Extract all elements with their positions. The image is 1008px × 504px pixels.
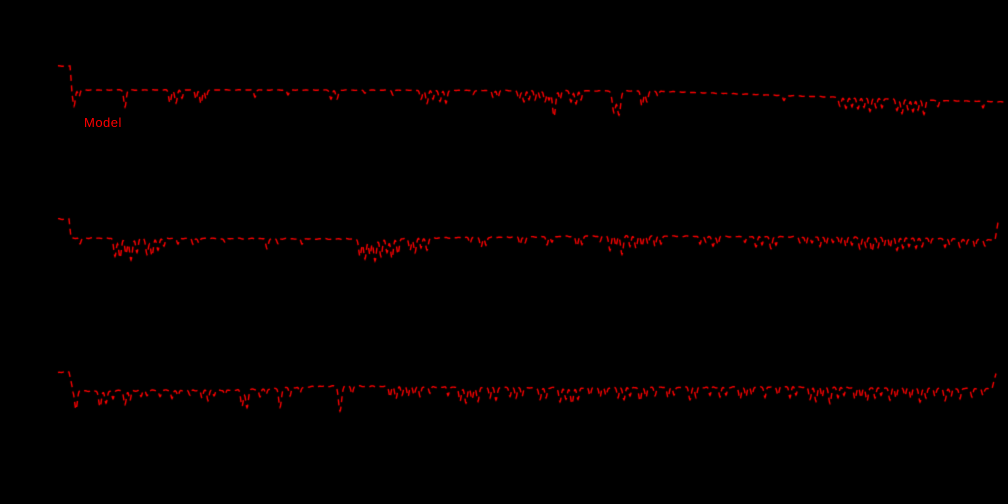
model-legend-label: Model: [84, 115, 122, 130]
